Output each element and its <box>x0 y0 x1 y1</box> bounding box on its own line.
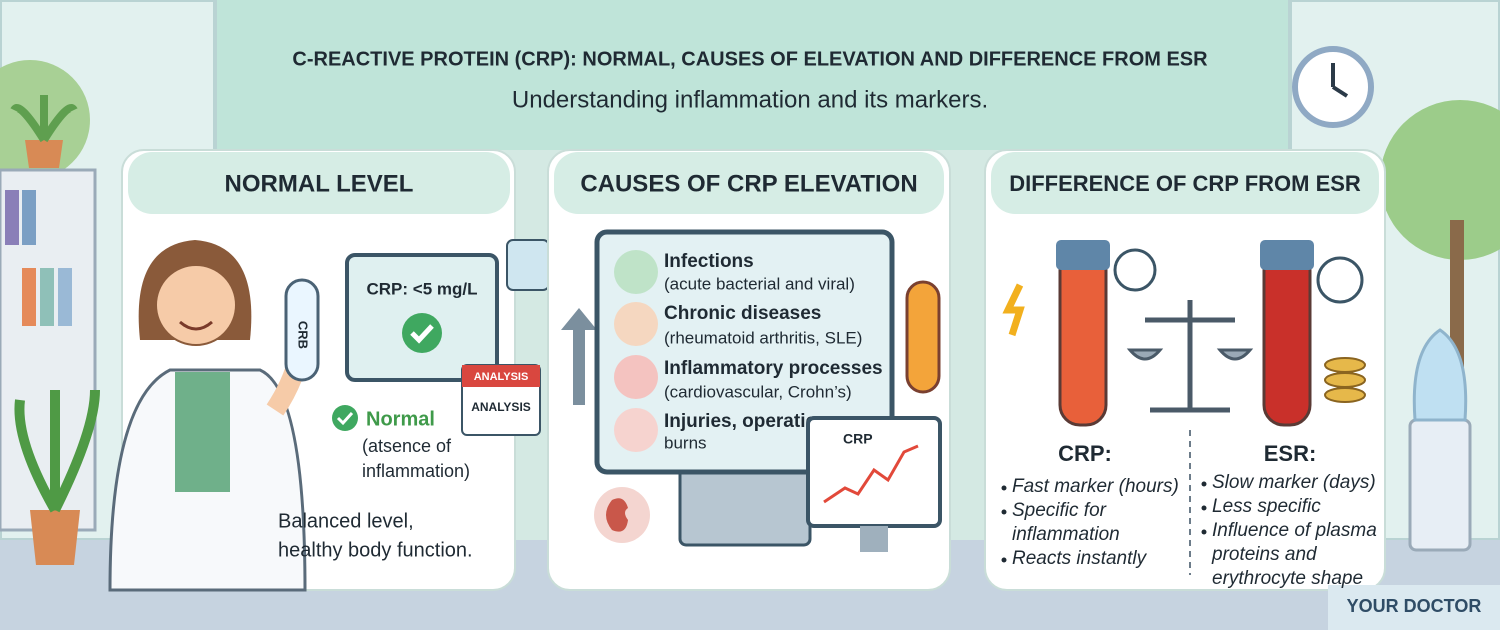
point-text: Reacts instantly <box>1012 548 1148 569</box>
cause-name: Injuries, operations <box>664 411 839 432</box>
chart-label: CRP <box>843 431 873 447</box>
chart-line <box>823 444 919 504</box>
thermometer-icon <box>614 408 658 452</box>
binder <box>5 190 19 245</box>
brand-bg <box>1328 585 1500 630</box>
coin <box>1324 372 1366 388</box>
plant <box>10 95 78 143</box>
cause-name: Chronic diseases <box>664 303 821 324</box>
cause-detail: (acute bacterial and viral) <box>664 274 855 293</box>
stopwatch <box>1113 248 1157 292</box>
binder <box>40 268 54 326</box>
calendar-label: ANALYSIS <box>471 400 531 414</box>
title: C-REACTIVE PROTEIN (CRP): NORMAL, CAUSES… <box>292 48 1208 70</box>
up-arrow <box>561 308 597 405</box>
blood-tube <box>905 280 941 394</box>
bullet <box>1001 485 1007 491</box>
point-text: Fast marker (hours) <box>1012 476 1179 497</box>
bullet <box>1201 481 1207 487</box>
brand: YOUR DOCTOR <box>1347 596 1482 616</box>
coins <box>1324 357 1366 403</box>
heart-icon <box>614 355 658 399</box>
bullet <box>1201 505 1207 511</box>
bullet <box>1001 557 1007 563</box>
joint-icon <box>614 302 658 346</box>
check-mark <box>336 411 354 426</box>
cause-detail: burns <box>664 433 707 452</box>
status-note: inflammation) <box>362 461 470 481</box>
infection-icon <box>614 250 658 294</box>
kidney <box>606 498 628 532</box>
check-mark <box>410 324 434 344</box>
water-cooler <box>1408 418 1472 552</box>
panel-heading-bg <box>554 152 944 214</box>
plant <box>14 389 100 513</box>
tube-cap <box>1260 240 1314 270</box>
description: Balanced level, <box>278 510 414 532</box>
doctor-shirt <box>175 372 230 492</box>
status: Normal <box>366 408 435 430</box>
shelf <box>0 168 97 532</box>
panel-heading: NORMAL LEVEL <box>225 170 414 197</box>
tube-label: CRB <box>296 321 311 349</box>
cause-detail: (cardiovascular, Crohn’s) <box>664 382 852 401</box>
coin <box>1324 357 1366 373</box>
point-text: Slow marker (days) <box>1212 472 1376 493</box>
point-text: Influence of plasma <box>1212 520 1377 541</box>
status-note: (atsence of <box>362 436 452 456</box>
doctor-smile <box>179 320 213 331</box>
monitor <box>594 229 895 475</box>
check-icon <box>332 405 358 431</box>
crp-tube <box>1058 243 1108 427</box>
binder <box>22 268 36 326</box>
point-text: erythrocyte shape <box>1212 568 1363 589</box>
description: healthy body function. <box>278 539 473 561</box>
calendar-top <box>462 365 540 387</box>
calendar-label: ANALYSIS <box>474 371 529 383</box>
screen-text: CRP: <5 mg/L <box>367 279 478 298</box>
cause-detail: (rheumatoid arthritis, SLE) <box>664 328 862 347</box>
esr-tube <box>1262 243 1312 427</box>
panel-heading-bg <box>128 152 510 214</box>
cause-name: Inflammatory processes <box>664 358 883 379</box>
point-text: proteins and <box>1211 544 1318 565</box>
tube-cap <box>1056 240 1110 270</box>
doctor-face <box>155 264 237 346</box>
binder <box>58 268 72 326</box>
check-icon <box>402 313 442 353</box>
clock-hands <box>1331 63 1349 98</box>
column-label: CRP: <box>1058 441 1112 466</box>
bullet <box>1001 509 1007 515</box>
panel-heading-bg <box>991 152 1379 214</box>
plant-pot <box>25 140 63 168</box>
stopwatch <box>1316 256 1364 304</box>
tree <box>1380 100 1500 260</box>
column-label: ESR: <box>1264 441 1317 466</box>
scale-pans <box>1126 348 1254 361</box>
panel-heading: CAUSES OF CRP ELEVATION <box>580 170 917 197</box>
coin <box>1324 387 1366 403</box>
scale <box>1145 300 1235 413</box>
lightning <box>1002 283 1025 337</box>
point-text: inflammation <box>1012 524 1120 545</box>
subtitle: Understanding inflammation and its marke… <box>512 86 988 113</box>
binder <box>22 190 36 245</box>
kidney-card <box>506 239 550 291</box>
bullet <box>1201 529 1207 535</box>
wall-panel <box>215 0 1290 150</box>
panel-heading: DIFFERENCE OF CRP FROM ESR <box>1009 171 1361 196</box>
point-text: Less specific <box>1212 496 1321 517</box>
computer <box>678 463 812 547</box>
cause-name: Infections <box>664 251 754 272</box>
test-tube <box>284 278 320 382</box>
monitor-stand <box>860 526 888 552</box>
water-bottle <box>1412 328 1468 422</box>
point-text: Specific for <box>1012 500 1107 521</box>
plant-pot <box>30 510 80 565</box>
